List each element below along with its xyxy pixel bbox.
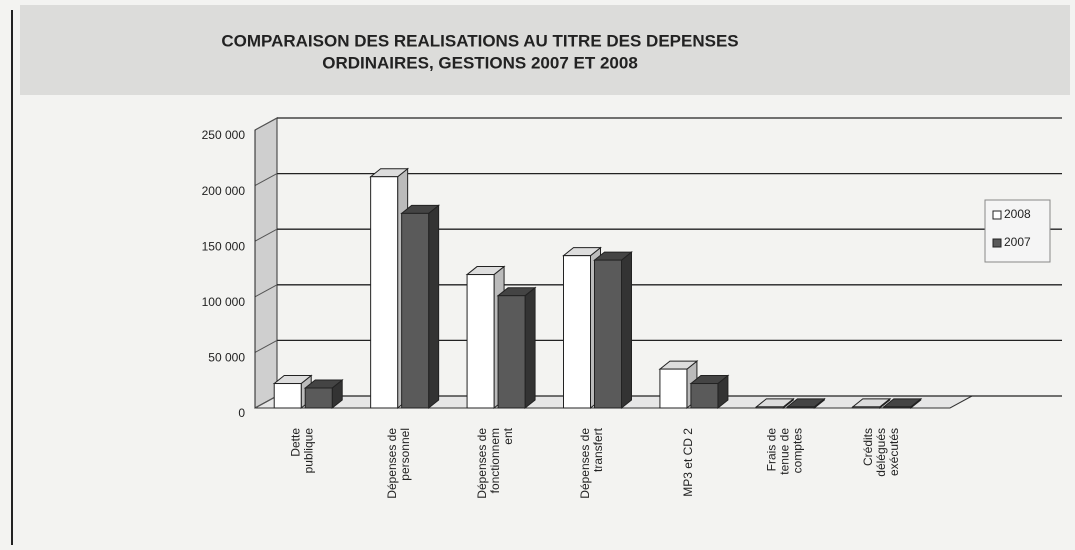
bar <box>466 274 495 409</box>
bar <box>273 383 302 409</box>
bar <box>563 255 591 409</box>
bar <box>786 406 815 409</box>
bar <box>883 406 912 409</box>
bar <box>852 406 881 409</box>
x-tick-label: Dettepublique <box>289 428 316 474</box>
y-tick-label: 0 <box>238 406 245 420</box>
x-tick-label: Créditsdéléguésexécutés <box>861 428 901 477</box>
x-tick-label: MP3 et CD 2 <box>681 428 695 497</box>
legend-label: 2007 <box>1004 235 1031 249</box>
bar <box>594 259 622 409</box>
legend-swatch <box>992 210 1002 220</box>
y-tick-label: 100 000 <box>202 295 246 309</box>
chart-title: COMPARAISON DES REALISATIONS AU TITRE DE… <box>221 31 738 50</box>
y-tick-label: 150 000 <box>202 239 246 253</box>
y-tick-label: 50 000 <box>208 351 245 365</box>
grid-line-side <box>254 395 278 409</box>
bar <box>370 176 399 409</box>
grid-line-side <box>254 117 278 131</box>
bar <box>659 368 688 409</box>
x-tick-label: Frais detenue decomptes <box>765 428 805 475</box>
y-tick-label: 250 000 <box>202 128 246 142</box>
grid-line-side <box>254 339 278 353</box>
title-band <box>20 5 1070 95</box>
bar-side <box>428 204 440 410</box>
bar <box>755 406 784 409</box>
bar-side <box>621 251 632 410</box>
legend-swatch <box>992 238 1002 248</box>
legend-label: 2008 <box>1004 207 1031 221</box>
grid-line-side <box>254 228 278 242</box>
x-tick-label: Dépenses defonctionnement <box>475 427 515 498</box>
bar <box>497 295 526 409</box>
grid-line-side <box>254 284 278 298</box>
bar <box>690 383 719 409</box>
bar-side <box>524 286 536 410</box>
bar <box>304 387 333 409</box>
y-tick-label: 200 000 <box>202 184 246 198</box>
grid-line-side <box>254 173 278 187</box>
side-wall <box>254 117 278 409</box>
chart-title: ORDINAIRES, GESTIONS 2007 ET 2008 <box>322 53 638 72</box>
legend-box <box>984 199 1051 263</box>
x-tick-label: Dépenses depersonnel <box>385 428 412 499</box>
x-tick-label: Dépenses detransfert <box>578 427 605 498</box>
bar <box>401 212 430 409</box>
